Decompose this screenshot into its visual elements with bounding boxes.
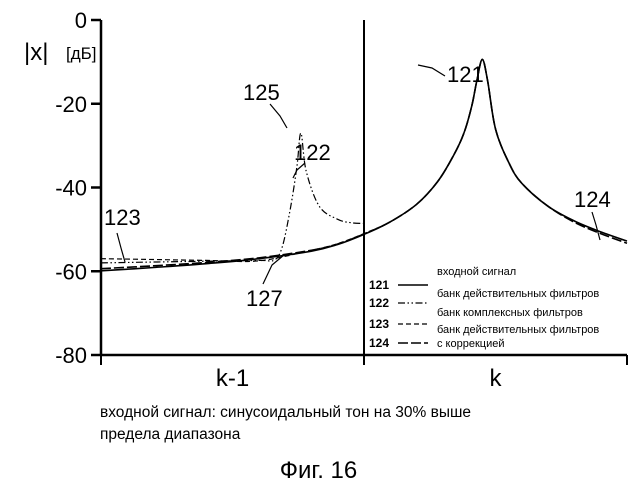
legend: 121 входной сигнал 122 банк действительных … <box>369 266 599 350</box>
annotation-leader <box>270 104 287 128</box>
annotation-leader <box>418 65 445 76</box>
annotation-label: 122 <box>294 140 331 165</box>
annotation-label: 124 <box>574 187 611 212</box>
legend-text: банк действительных фильтров <box>437 288 599 300</box>
legend-text: банк комплексных фильтров <box>437 307 583 319</box>
y-tick-label: -60 <box>55 259 87 284</box>
x-category-label: k-1 <box>216 365 249 392</box>
legend-text: входной сигнал <box>437 266 516 278</box>
y-tick-label: -40 <box>55 176 87 201</box>
legend-number: 124 <box>369 336 389 350</box>
y-tick-label: -20 <box>55 92 87 117</box>
annotations: 121 125 122 123 124 127 <box>104 62 611 311</box>
annotation-label: 125 <box>243 80 280 105</box>
annotation-label: 121 <box>447 62 484 87</box>
y-axis-label: |x| <box>24 39 48 66</box>
x-category-label: k <box>490 365 503 392</box>
caption: входной сигнал: синусоидальный тон на 30… <box>100 402 580 446</box>
figure-label: Фиг. 16 <box>0 457 637 485</box>
y-axis-unit: [дБ] <box>66 44 97 63</box>
annotation-leader <box>293 163 305 178</box>
legend-number: 121 <box>369 278 389 292</box>
annotation-leader <box>592 212 600 240</box>
annotation-leader <box>263 255 284 284</box>
y-ticks: 0 -20 -40 -60 -80 k-1 k <box>55 8 502 392</box>
caption-line-2: предела диапазона <box>100 424 580 446</box>
legend-text: с коррекцией <box>437 338 504 350</box>
legend-number: 123 <box>369 317 389 331</box>
annotation-label: 127 <box>246 286 283 311</box>
legend-text: банк действительных фильтров <box>437 324 599 336</box>
y-tick-label: 0 <box>75 8 87 33</box>
axis-labels: |x| [дБ] <box>24 39 97 66</box>
caption-line-1: входной сигнал: синусоидальный тон на 30… <box>100 402 580 424</box>
y-tick-label: -80 <box>55 343 87 368</box>
legend-number: 122 <box>369 296 389 310</box>
annotation-label: 123 <box>104 205 141 230</box>
annotation-leader <box>117 233 125 262</box>
